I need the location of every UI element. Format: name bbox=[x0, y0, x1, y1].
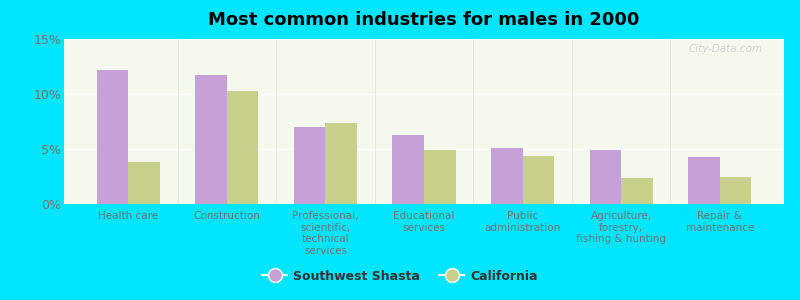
Bar bbox=[195, 75, 227, 204]
Bar bbox=[522, 156, 554, 204]
Bar bbox=[393, 135, 424, 204]
Bar bbox=[621, 178, 653, 204]
Bar bbox=[128, 162, 160, 204]
Bar bbox=[424, 150, 455, 204]
Bar bbox=[294, 127, 326, 204]
Title: Most common industries for males in 2000: Most common industries for males in 2000 bbox=[208, 11, 640, 29]
Legend: Southwest Shasta, California: Southwest Shasta, California bbox=[257, 265, 543, 288]
Bar bbox=[227, 91, 258, 204]
Bar bbox=[97, 70, 128, 204]
Bar bbox=[590, 150, 621, 204]
Bar bbox=[720, 176, 751, 204]
Bar bbox=[688, 157, 720, 204]
Text: City-Data.com: City-Data.com bbox=[688, 44, 762, 54]
Bar bbox=[326, 123, 357, 204]
Bar bbox=[491, 148, 522, 204]
